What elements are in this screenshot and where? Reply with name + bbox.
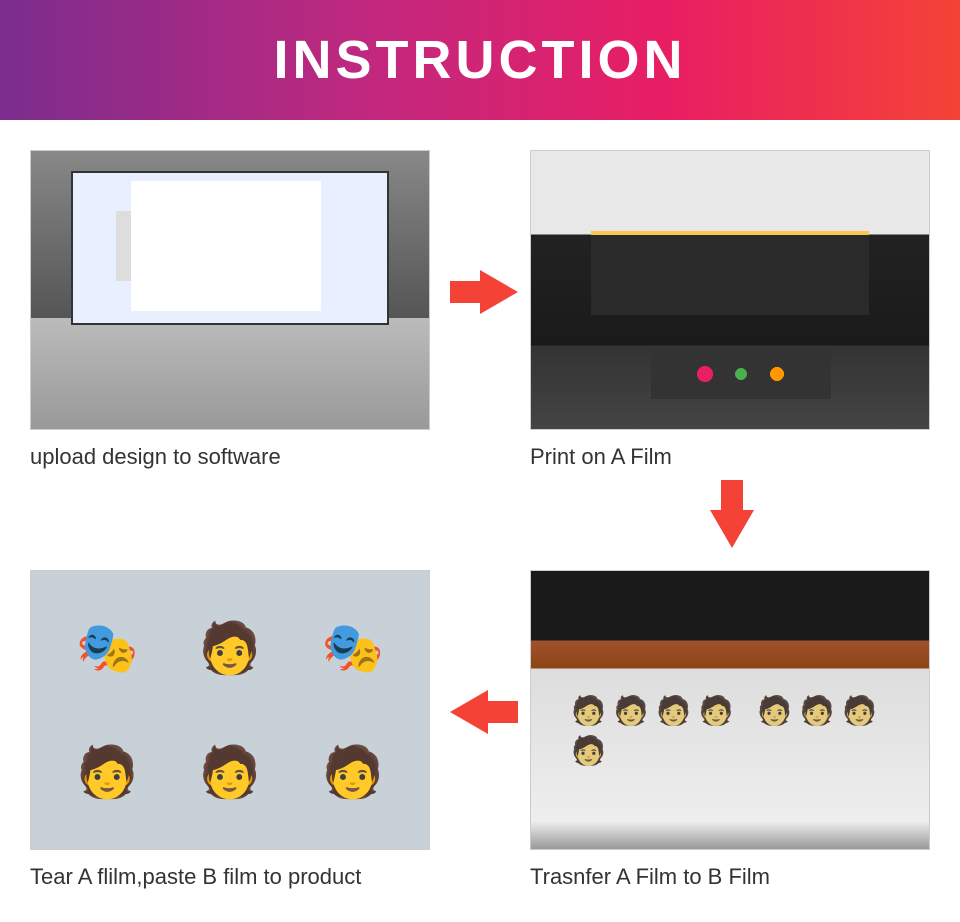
stickers-mockup: 🎭🧑🎭 🧑🧑🧑: [31, 571, 429, 849]
step-3-caption: Trasnfer A Film to B Film: [530, 864, 930, 890]
printer-mockup: [531, 151, 929, 429]
header-banner: INSTRUCTION: [0, 0, 960, 120]
step-2-caption: Print on A Film: [530, 444, 930, 470]
step-3-image: [530, 570, 930, 850]
step-4: 🎭🧑🎭 🧑🧑🧑 Tear A flilm,paste B film to pro…: [30, 570, 430, 890]
step-4-caption: Tear A flilm,paste B film to product: [30, 864, 430, 890]
step-1: upload design to software: [30, 150, 430, 470]
step-1-image: [30, 150, 430, 430]
arrow-right-icon: [480, 270, 518, 314]
laptop-mockup: [31, 151, 429, 429]
step-1-caption: upload design to software: [30, 444, 430, 470]
arrow-left-icon: [450, 690, 488, 734]
header-title: INSTRUCTION: [274, 29, 687, 91]
arrow-down-icon: [710, 510, 754, 548]
step-2-image: [530, 150, 930, 430]
laminator-mockup: [531, 571, 929, 849]
step-4-image: 🎭🧑🎭 🧑🧑🧑: [30, 570, 430, 850]
instruction-grid: upload design to software Print on A Fil…: [0, 120, 960, 922]
step-3: Trasnfer A Film to B Film: [530, 570, 930, 890]
step-2: Print on A Film: [530, 150, 930, 470]
